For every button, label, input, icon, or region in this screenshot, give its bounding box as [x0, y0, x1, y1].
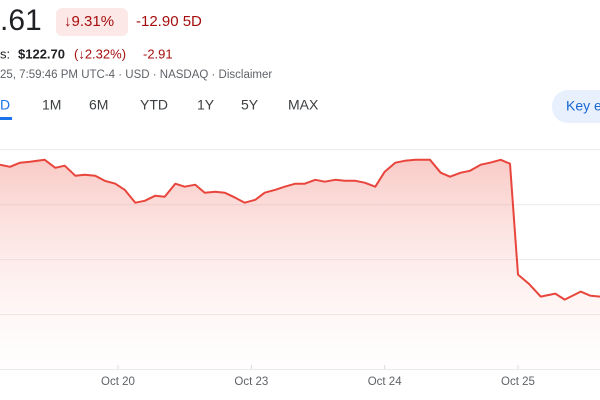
- after-change: -2.91: [143, 46, 173, 61]
- plot: Oct 20 Oct 23 Oct 24 Oct 25: [0, 149, 600, 388]
- meta: 25, 7:59:46 PM UTC-4 · USD · NASDAQ · Di…: [0, 69, 272, 81]
- tab[interactable]: 1Y: [197, 97, 215, 113]
- x-tick-label: Oct 24: [368, 376, 402, 388]
- tab[interactable]: 6M: [89, 97, 108, 113]
- tab[interactable]: 1M: [42, 97, 61, 113]
- x-tick-label: Oct 23: [234, 376, 268, 388]
- tab[interactable]: MAX: [288, 97, 319, 113]
- tab[interactable]: YTD: [140, 97, 168, 113]
- tabs: D 1M 6M YTD 1Y 5Y MAX: [0, 97, 319, 113]
- change-pct: ↓9.31%: [64, 13, 114, 30]
- tab[interactable]: D: [0, 97, 10, 113]
- key-button-label[interactable]: Key e: [566, 98, 600, 114]
- after-pct: (↓2.32%): [74, 46, 126, 61]
- after-label: s:: [0, 46, 10, 61]
- area: [0, 159, 600, 375]
- x-tick-label: Oct 20: [101, 376, 135, 388]
- after-price: $122.70: [18, 46, 65, 61]
- price-line: [0, 158, 600, 301]
- x-tick-label: Oct 25: [501, 376, 535, 388]
- key-button[interactable]: [552, 90, 600, 123]
- tab-underline: [0, 117, 12, 120]
- price: .61: [0, 4, 42, 37]
- change-pill: [56, 8, 128, 36]
- change: -12.90 5D: [136, 13, 202, 30]
- tab[interactable]: 5Y: [241, 97, 259, 113]
